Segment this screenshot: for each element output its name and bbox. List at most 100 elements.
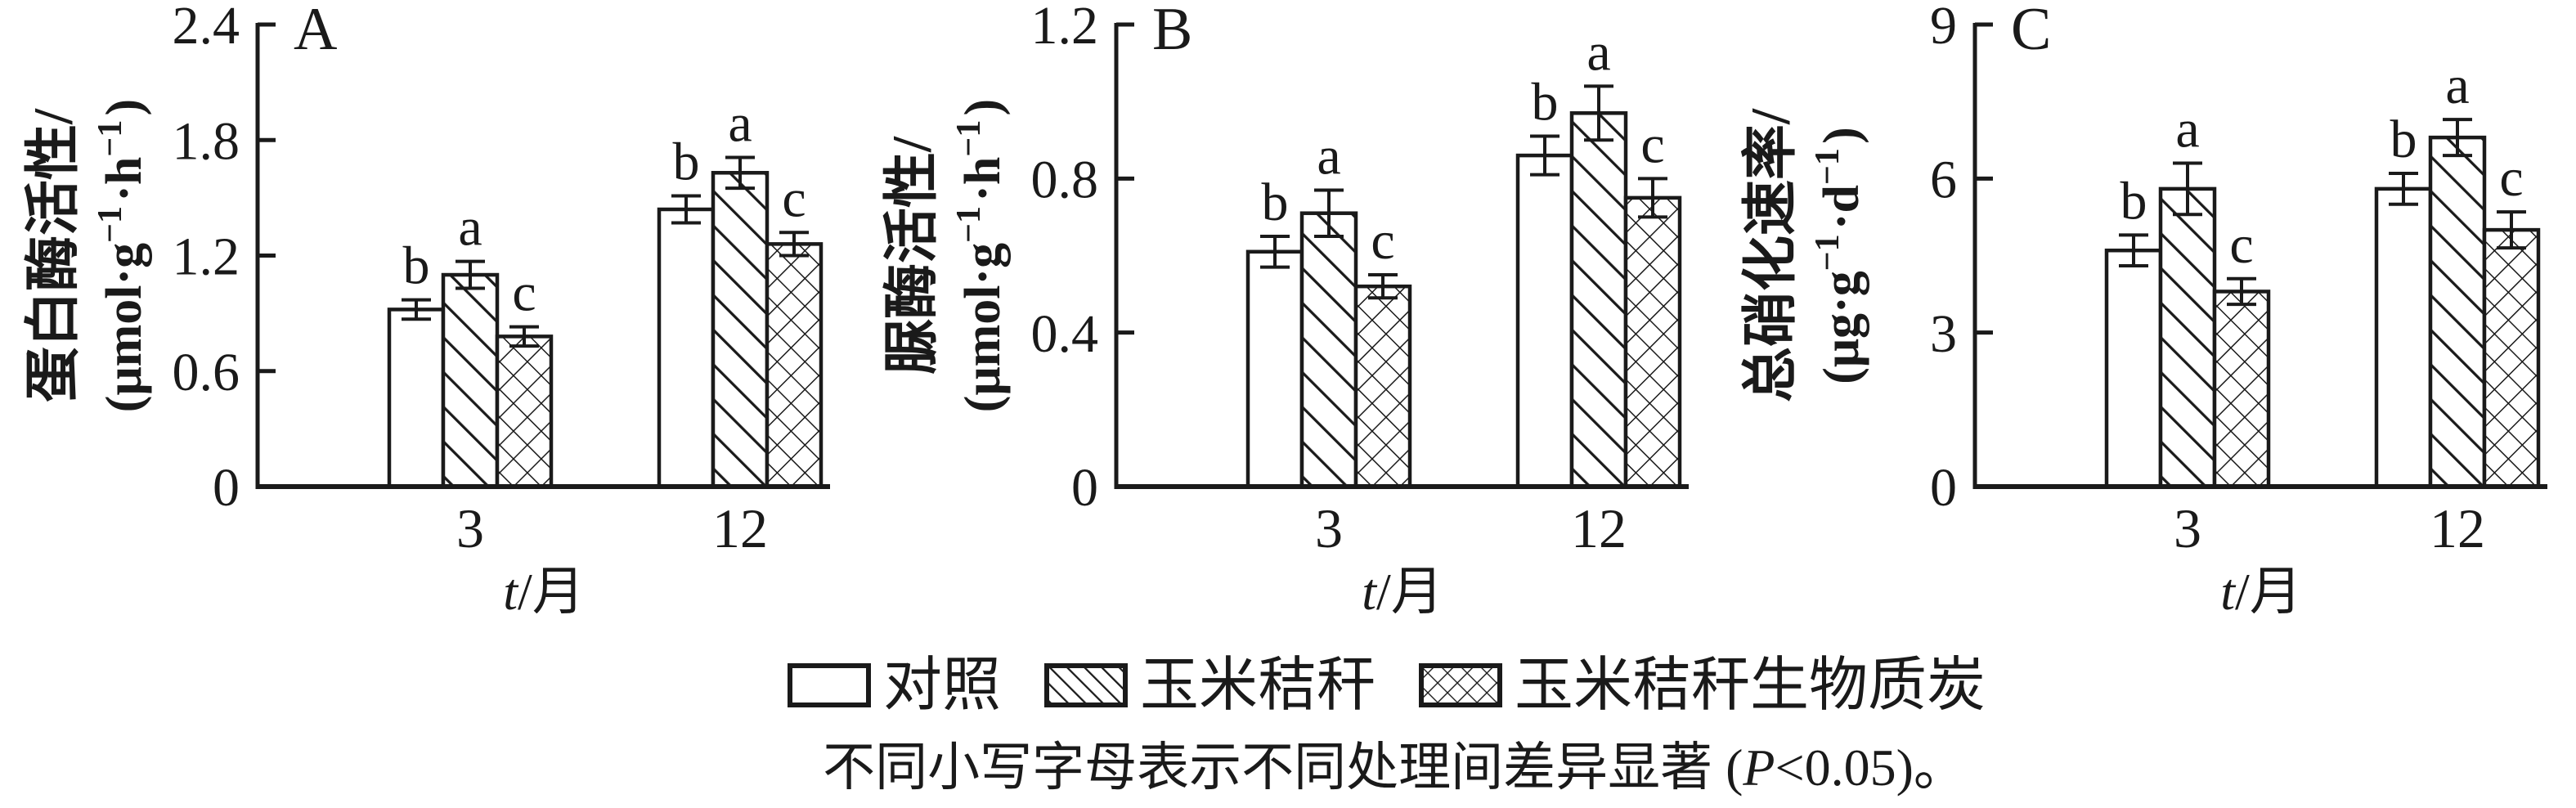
significance-letter: b: [673, 132, 700, 192]
error-bar: [1368, 273, 1398, 300]
y-axis-title: 脲酶活性/: [881, 136, 943, 375]
significance-letter: c: [1371, 211, 1394, 271]
significance-letter: a: [728, 93, 752, 153]
bar-cross-month12: [2482, 227, 2541, 489]
legend-swatch-hatch-icon: [1043, 663, 1128, 707]
y-tick-label: 1.2: [1031, 0, 1099, 56]
significance-letter: b: [2390, 110, 2417, 169]
x-axis-title: t/月: [2220, 563, 2302, 613]
error-bar: [2227, 276, 2256, 307]
error-bar: [509, 325, 539, 348]
error-bar: [1530, 134, 1560, 177]
significance-letter: b: [1532, 73, 1559, 132]
y-tick-label: 0: [1071, 458, 1098, 518]
y-axis-title: 总硝化速率/: [1739, 108, 1802, 402]
error-bar: [779, 231, 809, 258]
legend-swatch-plain-icon: [787, 663, 871, 707]
x-tick-label: 12: [2430, 497, 2485, 559]
caption-p-symbol: P: [1743, 738, 1775, 797]
significance-letter: c: [512, 263, 536, 323]
bar-plain-month3: [387, 307, 446, 489]
error-bar: [671, 194, 701, 225]
legend-label: 对照: [882, 653, 1001, 718]
significance-letter: b: [2120, 171, 2147, 231]
x-axis-title: t/月: [503, 563, 585, 613]
legend-entry-control: 对照: [787, 656, 1001, 715]
significance-letter: b: [403, 236, 430, 296]
y-axis-unit: (μmol·g−1 ·h−1 ): [950, 99, 1011, 412]
error-bar: [725, 155, 755, 191]
x-axis-title: t/月: [1362, 563, 1443, 613]
y-tick-label: 0.8: [1031, 150, 1099, 209]
y-tick-label: 0.4: [1031, 304, 1099, 364]
panel-letter: A: [294, 0, 337, 63]
bar-cross-month12: [765, 242, 824, 489]
caption-suffix: <0.05)。: [1775, 738, 1966, 797]
error-bar: [2443, 118, 2472, 158]
y-tick-label: 0: [213, 458, 240, 518]
legend-entry-corn-straw: 玉米秸秆: [1043, 656, 1376, 715]
panel-letter: C: [2011, 0, 2051, 63]
y-axis-title: 蛋白酶活性/: [22, 108, 84, 402]
y-tick-label: 6: [1930, 150, 1957, 209]
legend-label: 玉米秸秆生物质炭: [1515, 653, 1986, 718]
bar-plain-month3: [1245, 249, 1304, 489]
bar-hatch-month3: [2158, 186, 2217, 489]
legend: 对照 玉米秸秆 玉米秸秆生物质炭: [98, 656, 2576, 715]
bar-chart-a: 蛋白酶活性/(μmol·g−1 ·h−1 )00.61.21.82.4 Abac3…: [22, 0, 830, 613]
x-tick-label: 3: [1315, 497, 1343, 559]
y-axis-unit: (μmol·g−1 ·h−1 ): [92, 99, 152, 412]
error-bar: [1638, 177, 1667, 219]
x-tick-label: 3: [2174, 497, 2201, 559]
legend-entry-corn-straw-biochar: 玉米秸秆生物质炭: [1418, 656, 1986, 715]
caption-prefix: 不同小写字母表示不同处理间差异显著 (: [823, 738, 1744, 797]
bar-hatch-month3: [1299, 211, 1358, 489]
bar-plain-month3: [2104, 248, 2163, 489]
caption-row: 不同小写字母表示不同处理间差异显著 (P<0.05)。: [106, 738, 2576, 797]
bar-hatch-month3: [441, 272, 500, 489]
bar-hatch-month12: [1569, 111, 1628, 489]
bar-plain-month12: [2374, 186, 2433, 489]
x-tick-label: 12: [712, 497, 768, 559]
y-tick-label: 3: [1930, 304, 1957, 364]
error-bar: [2119, 233, 2148, 268]
significance-letter: a: [2175, 100, 2199, 159]
significance-letter: a: [2445, 56, 2469, 115]
bar-hatch-month12: [711, 171, 770, 489]
y-tick-label: 9: [1930, 0, 1957, 56]
y-tick-label: 0.6: [173, 343, 240, 402]
error-bar: [2497, 210, 2526, 250]
figure-caption: 不同小写字母表示不同处理间差异显著 (P<0.05)。: [823, 738, 1966, 797]
bar-cross-month12: [1623, 195, 1682, 489]
significance-letter: c: [2499, 148, 2523, 208]
panel-letter: B: [1152, 0, 1192, 63]
bar-cross-month3: [495, 334, 554, 489]
significance-letter: a: [1317, 126, 1340, 186]
error-bar: [1260, 234, 1290, 269]
bar-plain-month12: [1515, 153, 1574, 489]
legend-label: 玉米秸秆: [1139, 653, 1376, 718]
error-bar: [456, 259, 485, 290]
legend-swatch-cross-icon: [1419, 663, 1502, 707]
x-tick-label: 12: [1571, 497, 1627, 559]
y-axis-unit: (μg·g−1 ·d−1 ): [1809, 127, 1869, 384]
error-bar: [1584, 84, 1613, 142]
significance-letter: c: [2229, 215, 2253, 275]
x-tick-label: 3: [456, 497, 484, 559]
y-tick-label: 1.8: [173, 111, 240, 171]
y-tick-label: 0: [1930, 458, 1957, 518]
bar-hatch-month12: [2428, 135, 2487, 489]
y-tick-label: 2.4: [173, 0, 240, 56]
significance-letter: a: [1586, 22, 1610, 82]
significance-letter: b: [1262, 173, 1289, 232]
error-bar: [402, 298, 431, 321]
bar-chart-b: 脲酶活性/(μmol·g−1 ·h−1 )00.40.81.2 Bbac3bac1…: [881, 0, 1689, 613]
bar-plain-month12: [657, 207, 716, 489]
y-tick-label: 1.2: [173, 227, 240, 287]
error-bar: [2173, 161, 2202, 217]
